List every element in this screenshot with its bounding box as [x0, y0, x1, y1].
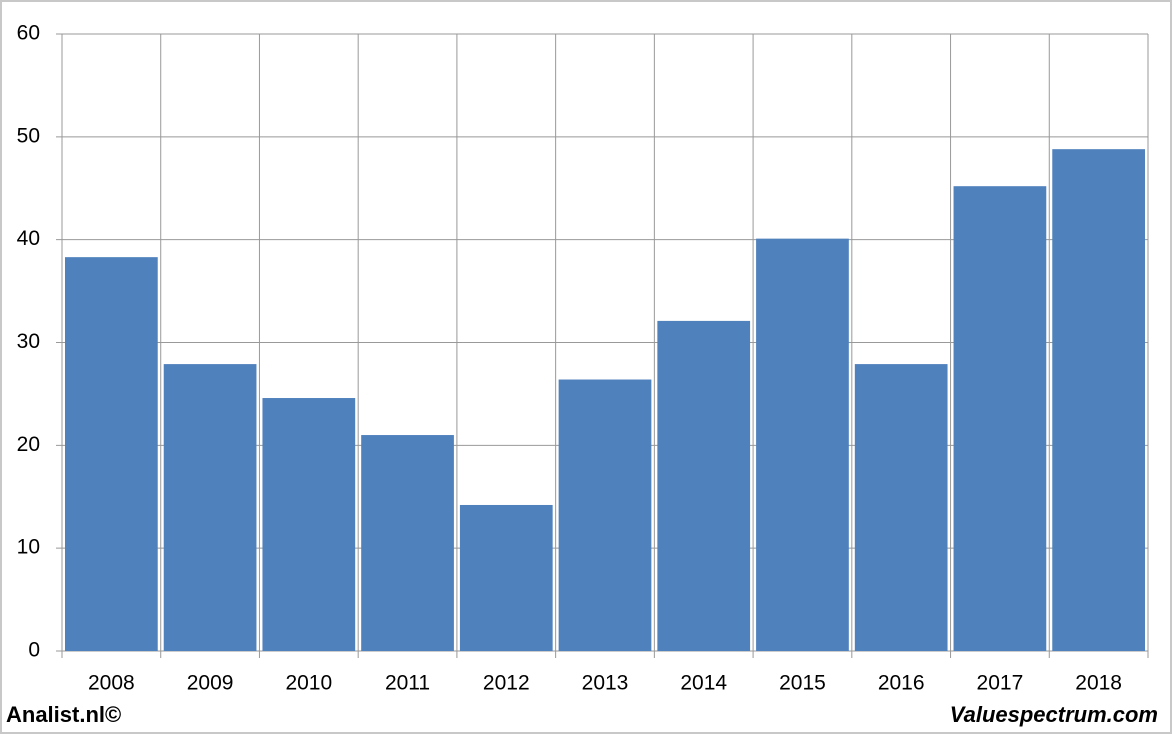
x-tick-label: 2014	[680, 672, 727, 695]
x-tick-label: 2015	[779, 672, 826, 695]
bar	[459, 504, 553, 651]
bar	[65, 257, 158, 651]
x-tick-label: 2008	[88, 672, 135, 695]
x-tick-label: 2011	[385, 672, 430, 695]
x-tick-label: 2009	[187, 672, 234, 695]
footer-left: Analist.nl©	[6, 702, 121, 727]
x-tick-label: 2013	[582, 672, 629, 695]
bar	[756, 238, 849, 651]
y-tick-label: 40	[17, 227, 40, 250]
y-tick-label: 10	[17, 536, 40, 559]
y-tick-label: 30	[17, 330, 40, 353]
y-tick-label: 50	[17, 124, 40, 147]
bar	[657, 320, 751, 651]
bar	[163, 364, 257, 651]
bar	[361, 435, 454, 651]
footer-right: Valuespectrum.com	[950, 702, 1158, 727]
bar	[1052, 149, 1145, 651]
x-tick-label: 2012	[483, 672, 530, 695]
x-tick-label: 2010	[285, 672, 332, 695]
bar	[558, 379, 652, 651]
y-tick-label: 60	[17, 22, 40, 45]
x-tick-label: 2017	[977, 672, 1024, 695]
x-tick-label: 2016	[878, 672, 925, 695]
bar	[953, 186, 1047, 651]
y-tick-label: 0	[28, 639, 40, 662]
bar	[854, 364, 948, 651]
y-tick-label: 20	[17, 433, 40, 456]
bar	[262, 398, 356, 651]
x-tick-label: 2018	[1075, 672, 1122, 695]
